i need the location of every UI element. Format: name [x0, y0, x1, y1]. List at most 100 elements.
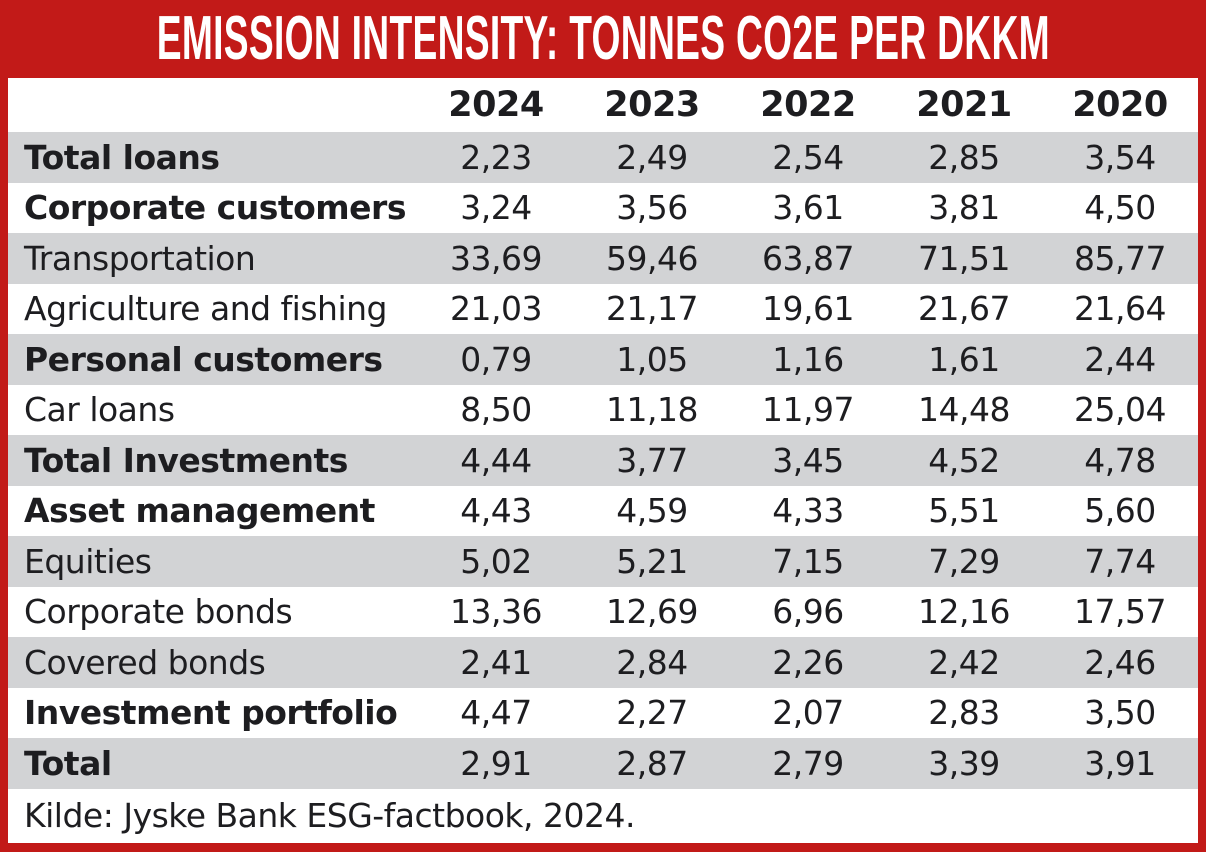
- year-column-header: 2022: [730, 78, 886, 132]
- table-row: Transportation 33,69 59,46 63,87 71,51 85,77: [8, 233, 1198, 284]
- value-cell: 2,27: [616, 693, 688, 733]
- title-band: EMISSION INTENSITY: TONNES CO2E PER DKKM: [0, 0, 1206, 78]
- row-label: Investment portfolio: [24, 693, 398, 733]
- table-row: Corporate customers 3,24 3,56 3,61 3,81 4,50: [8, 183, 1198, 234]
- value-cell: 5,51: [928, 491, 1000, 531]
- value-cell: 14,48: [918, 390, 1010, 430]
- table-row: Personal customers 0,79 1,05 1,16 1,61 2,44: [8, 334, 1198, 385]
- value-cell: 11,18: [606, 390, 698, 430]
- frame-border-bottom: [0, 843, 1206, 852]
- value-cell: 2,26: [772, 642, 844, 682]
- value-cell: 4,47: [460, 693, 532, 733]
- value-cell: 7,15: [772, 541, 844, 581]
- value-cell: 21,03: [450, 289, 542, 329]
- value-cell: 2,79: [772, 743, 844, 783]
- value-cell: 2,07: [772, 693, 844, 733]
- value-cell: 2,83: [928, 693, 1000, 733]
- value-cell: 2,87: [616, 743, 688, 783]
- row-label: Corporate customers: [24, 188, 406, 228]
- value-cell: 2,54: [772, 137, 844, 177]
- value-cell: 63,87: [762, 238, 854, 278]
- frame-border-right: [1198, 78, 1206, 852]
- value-cell: 4,50: [1084, 188, 1156, 228]
- value-cell: 3,39: [928, 743, 1000, 783]
- value-cell: 21,17: [606, 289, 698, 329]
- value-cell: 3,81: [928, 188, 1000, 228]
- row-label: Transportation: [24, 238, 256, 278]
- table-row: Total 2,91 2,87 2,79 3,39 3,91: [8, 738, 1198, 789]
- value-cell: 59,46: [606, 238, 698, 278]
- value-cell: 3,50: [1084, 693, 1156, 733]
- table-content-area: 2024 2023 2022 2021 2020 Total loans 2,23 2,49…: [8, 78, 1198, 843]
- row-label: Corporate bonds: [24, 592, 293, 632]
- value-cell: 33,69: [450, 238, 542, 278]
- value-cell: 0,79: [460, 339, 532, 379]
- value-cell: 4,59: [616, 491, 688, 531]
- value-cell: 11,97: [762, 390, 854, 430]
- value-cell: 8,50: [460, 390, 532, 430]
- source-note: Kilde: Jyske Bank ESG-factbook, 2024.: [8, 788, 1198, 843]
- value-cell: 12,16: [918, 592, 1010, 632]
- value-cell: 4,43: [460, 491, 532, 531]
- row-label: Personal customers: [24, 339, 383, 379]
- value-cell: 85,77: [1074, 238, 1166, 278]
- value-cell: 19,61: [762, 289, 854, 329]
- value-cell: 4,33: [772, 491, 844, 531]
- row-label: Asset management: [24, 491, 375, 531]
- table-row: Asset management 4,43 4,59 4,33 5,51 5,60: [8, 486, 1198, 537]
- value-cell: 2,46: [1084, 642, 1156, 682]
- value-cell: 12,69: [606, 592, 698, 632]
- value-cell: 7,29: [928, 541, 1000, 581]
- value-cell: 1,61: [928, 339, 1000, 379]
- value-cell: 3,54: [1084, 137, 1156, 177]
- frame-border-left: [0, 78, 8, 852]
- value-cell: 71,51: [918, 238, 1010, 278]
- year-column-header: 2020: [1042, 78, 1198, 132]
- value-cell: 5,21: [616, 541, 688, 581]
- row-label: Agriculture and fishing: [24, 289, 387, 329]
- table-row: Car loans 8,50 11,18 11,97 14,48 25,04: [8, 385, 1198, 436]
- row-label: Covered bonds: [24, 642, 266, 682]
- value-cell: 13,36: [450, 592, 542, 632]
- value-cell: 2,91: [460, 743, 532, 783]
- value-cell: 3,56: [616, 188, 688, 228]
- value-cell: 3,45: [772, 440, 844, 480]
- value-cell: 25,04: [1074, 390, 1166, 430]
- year-column-header: 2023: [574, 78, 730, 132]
- table-row: Total Investments 4,44 3,77 3,45 4,52 4,78: [8, 435, 1198, 486]
- value-cell: 2,44: [1084, 339, 1156, 379]
- value-cell: 6,96: [772, 592, 844, 632]
- value-cell: 3,91: [1084, 743, 1156, 783]
- value-cell: 2,49: [616, 137, 688, 177]
- value-cell: 2,41: [460, 642, 532, 682]
- value-cell: 17,57: [1074, 592, 1166, 632]
- year-column-header: 2024: [418, 78, 574, 132]
- value-cell: 5,02: [460, 541, 532, 581]
- value-cell: 1,05: [616, 339, 688, 379]
- value-cell: 3,61: [772, 188, 844, 228]
- row-label: Total Investments: [24, 440, 348, 480]
- table-row: Equities 5,02 5,21 7,15 7,29 7,74: [8, 536, 1198, 587]
- value-cell: 3,77: [616, 440, 688, 480]
- value-cell: 21,67: [918, 289, 1010, 329]
- value-cell: 2,23: [460, 137, 532, 177]
- value-cell: 2,85: [928, 137, 1000, 177]
- row-label: Total loans: [24, 137, 220, 177]
- value-cell: 2,84: [616, 642, 688, 682]
- value-cell: 4,44: [460, 440, 532, 480]
- value-cell: 2,42: [928, 642, 1000, 682]
- row-label-column-header: [8, 78, 418, 132]
- row-label: Equities: [24, 541, 152, 581]
- value-cell: 4,52: [928, 440, 1000, 480]
- value-cell: 4,78: [1084, 440, 1156, 480]
- table-row: Total loans 2,23 2,49 2,54 2,85 3,54: [8, 132, 1198, 183]
- emission-intensity-table: 2024 2023 2022 2021 2020 Total loans 2,23 2,49…: [8, 78, 1198, 789]
- table-row: Covered bonds 2,41 2,84 2,26 2,42 2,46: [8, 637, 1198, 688]
- table-row: Investment portfolio 4,47 2,27 2,07 2,83 3,50: [8, 688, 1198, 739]
- value-cell: 1,16: [772, 339, 844, 379]
- year-column-header: 2021: [886, 78, 1042, 132]
- value-cell: 3,24: [460, 188, 532, 228]
- table-row: Corporate bonds 13,36 12,69 6,96 12,16 17,57: [8, 587, 1198, 638]
- year-header-row: 2024 2023 2022 2021 2020: [8, 78, 1198, 132]
